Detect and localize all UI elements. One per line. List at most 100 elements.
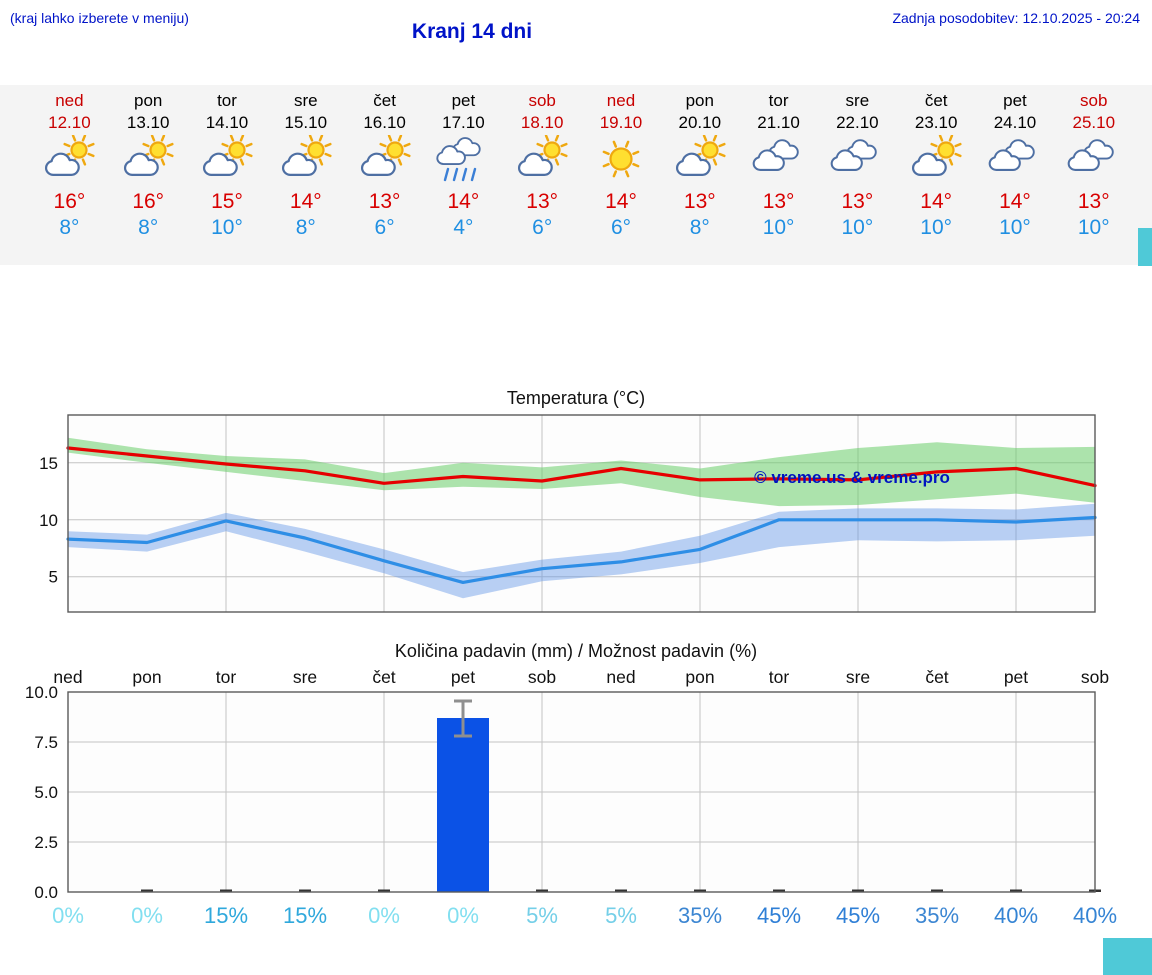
high-temperature: 13° <box>526 190 559 213</box>
low-temperature: 10° <box>999 216 1031 239</box>
sun-cloud-icon <box>660 135 739 183</box>
high-temperature: 14° <box>447 190 480 213</box>
high-temperature: 13° <box>368 190 401 213</box>
precip-probability: 0% <box>52 903 84 928</box>
day-name: tor <box>217 91 237 110</box>
precip-trace-mark <box>773 889 785 892</box>
precip-day-label: pon <box>132 667 161 687</box>
day-name: pet <box>451 91 476 110</box>
precip-day-label: čet <box>372 667 395 687</box>
day-date: 19.10 <box>599 113 643 132</box>
precip-day-label: sre <box>846 667 870 687</box>
high-temperature: 14° <box>920 190 953 213</box>
svg-text:15: 15 <box>39 454 58 473</box>
precip-probability: 40% <box>1073 903 1117 928</box>
svg-text:2.5: 2.5 <box>34 833 58 852</box>
day-name: pon <box>685 91 714 110</box>
precip-day-label: tor <box>216 667 237 687</box>
day-date: 20.10 <box>678 113 722 132</box>
temperature-chart: 5 10 15 © vreme.us & vreme.pro <box>39 414 1097 613</box>
forecast-day-column: tor 14.10 15° 10° <box>188 85 267 240</box>
high-temperature: 14° <box>289 190 322 213</box>
menu-hint: (kraj lahko izberete v meniju) <box>10 10 189 26</box>
forecast-day-column: tor 21.10 13° 10° <box>739 85 818 240</box>
last-update-timestamp: Zadnja posodobitev: 12.10.2025 - 20:24 <box>892 10 1140 26</box>
svg-text:10.0: 10.0 <box>25 683 58 702</box>
day-date: 23.10 <box>914 113 958 132</box>
high-temperature: 16° <box>132 190 165 213</box>
sun-cloud-icon <box>503 135 582 183</box>
precip-trace-mark <box>931 889 943 892</box>
precip-trace-mark <box>852 889 864 892</box>
low-temperature: 10° <box>920 216 953 239</box>
day-date: 18.10 <box>520 113 564 132</box>
precip-probability: 0% <box>131 903 163 928</box>
sun-cloud-icon <box>266 135 345 183</box>
day-date: 21.10 <box>757 113 800 132</box>
day-date: 13.10 <box>126 113 170 132</box>
precip-error-bar <box>454 699 472 738</box>
cloud-icon <box>818 135 897 183</box>
low-temperature: 8° <box>295 216 316 239</box>
precip-day-label: sob <box>1081 667 1109 687</box>
precip-day-label: ned <box>606 667 635 687</box>
precip-day-label: tor <box>769 667 790 687</box>
low-temperature: 8° <box>689 216 710 239</box>
precip-day-label: pon <box>685 667 714 687</box>
day-name: ned <box>55 91 84 110</box>
sun-icon <box>582 135 661 183</box>
day-name: pet <box>1003 91 1027 110</box>
day-date: 25.10 <box>1072 113 1116 132</box>
low-temperature: 8° <box>138 216 159 239</box>
low-temperature: 10° <box>211 216 243 239</box>
forecast-day-column: ned 12.10 16° 8° <box>30 85 109 240</box>
day-date: 17.10 <box>442 113 485 132</box>
high-temperature: 14° <box>999 190 1031 213</box>
precip-probability: 45% <box>757 903 801 928</box>
precip-probability: 0% <box>447 903 479 928</box>
high-temperature: 14° <box>605 190 637 213</box>
high-temperature: 13° <box>1077 190 1110 213</box>
sun-cloud-icon <box>897 135 976 183</box>
forecast-strip: ned 12.10 16° 8° pon 13.10 16° 8° tor 14… <box>0 85 1152 265</box>
teal-accent-right <box>1138 228 1152 266</box>
high-temperature: 16° <box>53 190 86 213</box>
high-temperature: 13° <box>762 190 795 213</box>
precip-probability: 35% <box>915 903 959 928</box>
precip-trace-mark <box>141 889 153 892</box>
precip-day-label: ned <box>53 667 82 687</box>
day-name: tor <box>768 91 789 110</box>
precipitation-chart-title: Količina padavin (mm) / Možnost padavin … <box>394 641 758 661</box>
forecast-day-column: sre 22.10 13° 10° <box>818 85 897 240</box>
precip-probability: 35% <box>678 903 722 928</box>
cloud-icon <box>1054 135 1133 183</box>
cloud-icon <box>739 135 818 183</box>
forecast-day-column: čet 16.10 13° 6° <box>345 85 424 240</box>
teal-accent-corner <box>1103 938 1152 975</box>
low-temperature: 10° <box>762 216 795 239</box>
forecast-day-column: pon 20.10 13° 8° <box>660 85 739 240</box>
precip-bar <box>437 718 489 892</box>
day-name: sre <box>293 91 318 110</box>
high-temperature: 13° <box>683 190 716 213</box>
forecast-day-column: pon 13.10 16° 8° <box>109 85 188 240</box>
precip-trace-mark <box>378 889 390 892</box>
day-name: sob <box>528 91 556 110</box>
precip-probability: 5% <box>605 903 637 928</box>
sun-cloud-icon <box>109 135 188 183</box>
precip-probability: 15% <box>204 903 248 928</box>
precip-trace-mark <box>1010 889 1022 892</box>
precip-day-label: sre <box>293 667 317 687</box>
low-temperature: 4° <box>453 216 474 239</box>
forecast-day-column: pet 24.10 14° 10° <box>976 85 1055 240</box>
chart-watermark: © vreme.us & vreme.pro <box>754 468 950 487</box>
forecast-day-column: ned 19.10 14° 6° <box>582 85 661 240</box>
day-name: sob <box>1080 91 1108 110</box>
day-date: 16.10 <box>363 113 406 132</box>
precip-probability: 5% <box>526 903 558 928</box>
temperature-chart-title: Temperatura (°C) <box>506 388 646 408</box>
precip-day-label: pet <box>1004 667 1028 687</box>
day-date: 15.10 <box>284 113 328 132</box>
day-name: čet <box>373 91 396 110</box>
sun-cloud-icon <box>345 135 424 183</box>
